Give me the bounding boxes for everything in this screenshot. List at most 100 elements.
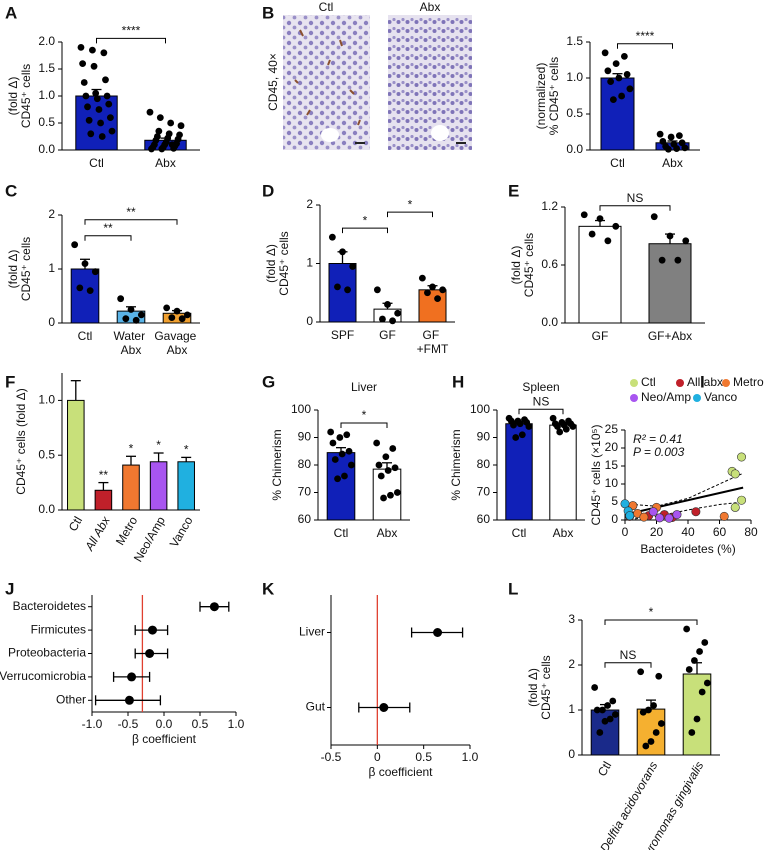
y-tick-label: 1.0 [38,393,55,407]
y-axis-label: (fold Δ) [526,668,540,707]
data-point [163,304,171,312]
y-tick-label: 1.5 [566,34,583,48]
x-tick-label: Metro [113,514,141,548]
data-point [667,133,675,141]
data-point [106,114,114,121]
data-point [146,108,154,116]
y-axis-label: CD45⁺ cells (fold Δ) [14,388,28,494]
panel-letter: C [5,181,17,200]
x-tick-label: 40 [681,525,695,539]
y-axis-label: CD45⁺ cells (×10⁵) [589,424,603,525]
data-point [93,95,101,103]
data-point [604,237,612,245]
data-point [642,742,650,750]
data-point [698,688,706,696]
data-point [685,666,693,673]
x-tick-label: 0.0 [156,717,173,731]
estimate [145,649,155,658]
y-tick-label: 0 [568,747,575,761]
bar [70,268,100,324]
data-point [418,274,426,282]
y-tick-label: 2.0 [38,34,55,48]
y-axis-label: (fold Δ) [6,77,20,116]
x-tick-label: 0.5 [192,717,209,731]
data-point [76,284,84,292]
significance-mark: ** [99,468,109,482]
data-point [659,137,667,145]
data-point [329,439,337,447]
significance-label: * [649,605,654,619]
bar [648,243,692,324]
data-point [655,513,665,523]
panel-letter: F [5,372,15,391]
data-point [549,414,557,422]
legend-label: Neo/Amp [641,390,691,404]
data-point [71,241,79,249]
data-point [148,145,155,153]
data-point [343,431,351,439]
data-point [593,706,601,714]
data-point [127,306,135,313]
y-axis-label: (fold Δ) [509,246,523,285]
significance-bracket [604,619,698,625]
annotation: P = 0.003 [633,445,685,459]
panel-letter: I [700,372,705,391]
data-point [344,286,351,294]
data-point [328,233,336,241]
data-point [682,237,690,245]
y-axis-label: (fold Δ) [6,250,20,289]
significance-mark: * [129,441,134,455]
y-axis-label: (normalized) [534,63,548,130]
data-point [122,315,130,323]
data-point [98,133,106,140]
data-point [339,248,346,256]
data-point [349,263,357,270]
data-point [439,286,447,294]
data-point [183,311,191,319]
data-point [132,316,140,324]
y-tick-label: 80 [298,457,312,471]
stain [294,29,361,126]
image-label: Ctl [319,0,334,14]
annotation: R² = 0.41 [633,432,683,446]
bar [418,289,447,323]
data-point [693,715,701,723]
y-tick-label: 70 [298,485,312,499]
bar [149,461,168,511]
fit-line [625,486,744,516]
y-tick-label: 1.2 [541,199,558,213]
data-point [696,648,703,655]
data-point [177,122,185,130]
x-axis-label: β coefficient [368,765,433,779]
y-tick-label: 1 [48,261,55,275]
stain-label: CD45, 40× [266,53,280,111]
estimate [127,672,137,682]
data-point [103,92,111,100]
data-point [389,445,397,452]
data-point [334,475,341,483]
data-point [623,71,631,78]
data-point [105,100,113,108]
data-point [652,729,660,736]
significance-bracket [342,227,388,234]
y-tick-label: 60 [477,512,491,526]
data-point [658,256,666,264]
bar [94,489,113,511]
data-point [95,106,103,113]
significance-bracket [387,211,433,218]
data-point [379,315,386,323]
data-point [666,232,674,240]
significance-bracket [84,219,178,225]
y-tick-label: Firmicutes [31,622,86,636]
data-point [82,92,90,100]
y-tick-label: 3 [568,612,575,626]
y-tick-label: 1.0 [566,70,583,84]
data-point [691,507,701,517]
bar [578,225,622,324]
x-tick-label: 1.0 [228,717,245,731]
data-point [167,119,175,127]
data-point [701,639,709,646]
x-tick-label: GF+Abx [648,329,692,343]
data-point [612,222,620,230]
data-point [97,119,104,127]
